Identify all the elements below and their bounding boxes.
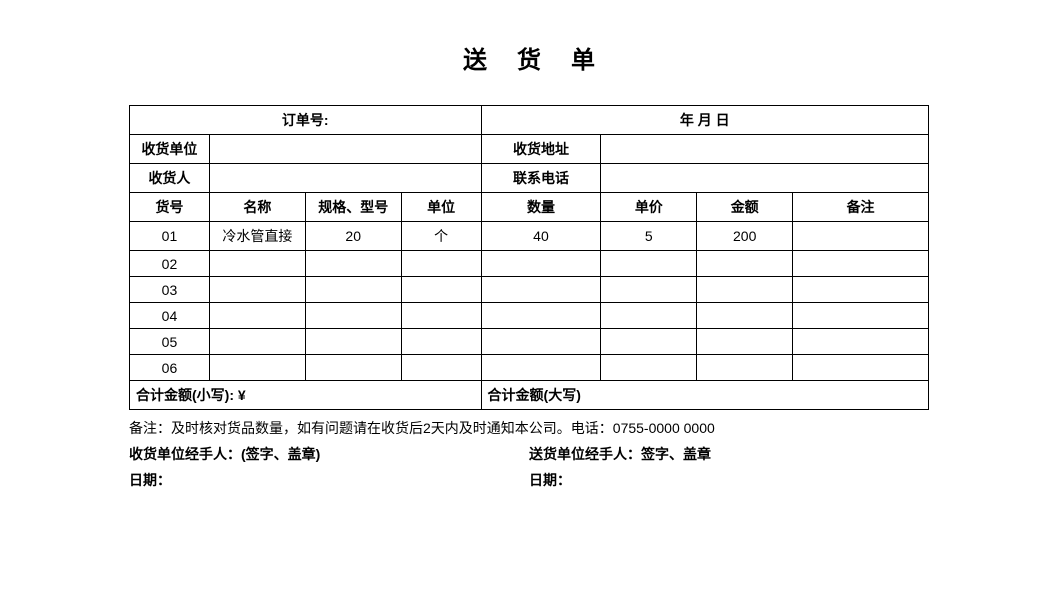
total-upper-label: 合计金额(大写) [481,381,928,410]
cell-no: 04 [130,303,210,329]
cell-amount [697,329,793,355]
cell-qty [481,277,601,303]
column-header-row: 货号 名称 规格、型号 单位 数量 单价 金额 备注 [130,193,929,222]
cell-remark [793,251,929,277]
col-remark: 备注 [793,193,929,222]
col-name: 名称 [209,193,305,222]
recv-unit-row: 收货单位 收货地址 [130,135,929,164]
cell-unit [401,329,481,355]
cell-qty [481,355,601,381]
cell-unit: 个 [401,222,481,251]
cell-amount [697,303,793,329]
table-row: 01 冷水管直接 20 个 40 5 200 [130,222,929,251]
cell-unit [401,251,481,277]
table-row: 03 [130,277,929,303]
cell-price: 5 [601,222,697,251]
cell-no: 06 [130,355,210,381]
cell-qty [481,329,601,355]
cell-name [209,303,305,329]
cell-no: 01 [130,222,210,251]
recv-person-value [209,164,481,193]
cell-name [209,355,305,381]
cell-amount [697,251,793,277]
cell-name: 冷水管直接 [209,222,305,251]
order-no-label: 订单号: [130,106,482,135]
cell-price [601,329,697,355]
cell-remark [793,329,929,355]
col-no: 货号 [130,193,210,222]
cell-unit [401,277,481,303]
phone-value [601,164,929,193]
send-sign-label: 送货单位经手人：签字、盖章 [529,444,929,464]
col-spec: 规格、型号 [305,193,401,222]
footer-note: 备注：及时核对货品数量，如有问题请在收货后2天内及时通知本公司。电话：0755-… [129,418,929,438]
cell-price [601,277,697,303]
cell-qty [481,303,601,329]
recv-unit-label: 收货单位 [130,135,210,164]
delivery-table: 订单号: 年 月 日 收货单位 收货地址 收货人 联系电话 货号 名称 规格、型… [129,105,929,410]
cell-unit [401,355,481,381]
cell-name [209,251,305,277]
date-left-label: 日期： [129,470,529,490]
cell-price [601,251,697,277]
recv-sign-label: 收货单位经手人：(签字、盖章) [129,444,529,464]
cell-amount [697,355,793,381]
cell-qty: 40 [481,222,601,251]
cell-spec [305,329,401,355]
col-qty: 数量 [481,193,601,222]
table-row: 05 [130,329,929,355]
col-amount: 金额 [697,193,793,222]
date-right-label: 日期： [529,470,929,490]
cell-spec: 20 [305,222,401,251]
cell-spec [305,251,401,277]
cell-price [601,303,697,329]
cell-amount: 200 [697,222,793,251]
cell-spec [305,355,401,381]
cell-name [209,329,305,355]
cell-remark [793,355,929,381]
recv-person-label: 收货人 [130,164,210,193]
cell-remark [793,222,929,251]
footer: 备注：及时核对货品数量，如有问题请在收货后2天内及时通知本公司。电话：0755-… [129,418,929,490]
cell-spec [305,303,401,329]
cell-remark [793,277,929,303]
recv-unit-value [209,135,481,164]
recv-addr-label: 收货地址 [481,135,601,164]
order-row: 订单号: 年 月 日 [130,106,929,135]
totals-row: 合计金额(小写): ¥ 合计金额(大写) [130,381,929,410]
cell-name [209,277,305,303]
cell-no: 05 [130,329,210,355]
col-unit: 单位 [401,193,481,222]
cell-price [601,355,697,381]
recv-addr-value [601,135,929,164]
phone-label: 联系电话 [481,164,601,193]
recv-person-row: 收货人 联系电话 [130,164,929,193]
date-label: 年 月 日 [481,106,928,135]
col-price: 单价 [601,193,697,222]
table-row: 02 [130,251,929,277]
table-row: 04 [130,303,929,329]
cell-qty [481,251,601,277]
cell-no: 03 [130,277,210,303]
page-title: 送货单 [129,40,929,75]
cell-unit [401,303,481,329]
cell-remark [793,303,929,329]
cell-no: 02 [130,251,210,277]
table-row: 06 [130,355,929,381]
total-lower-label: 合计金额(小写): ¥ [130,381,482,410]
cell-amount [697,277,793,303]
cell-spec [305,277,401,303]
